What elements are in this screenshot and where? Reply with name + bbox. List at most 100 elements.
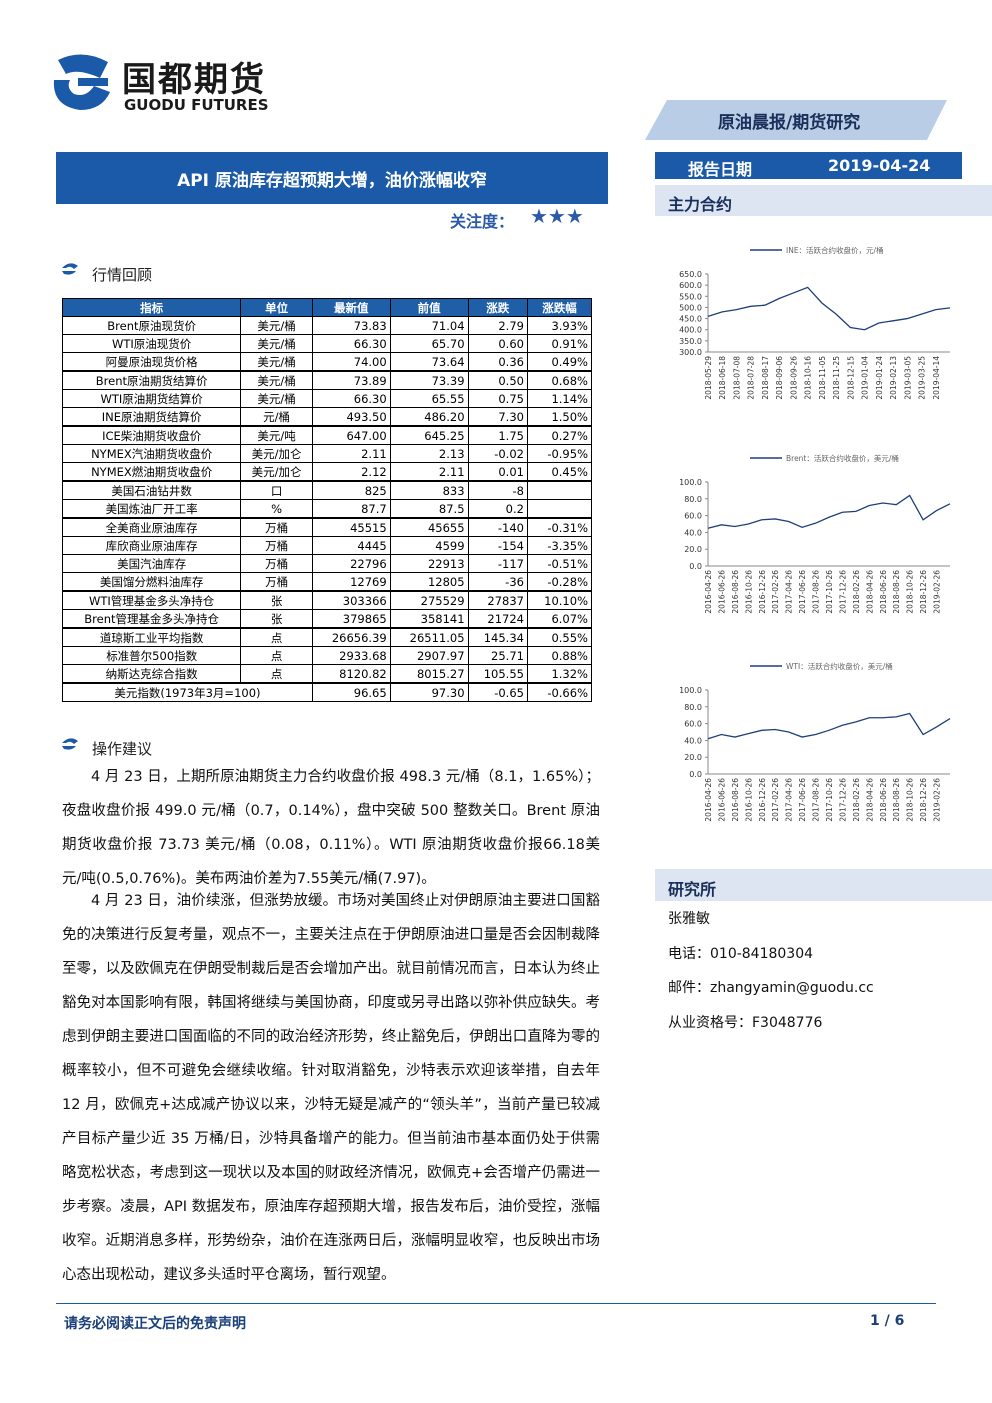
- logo-icon: [53, 54, 110, 110]
- table-row: 美国馏分燃料油库存 万桶 12769 12805 -36 -0.28%: [61, 572, 593, 592]
- x-tick-label: 2019-02-13: [889, 356, 898, 400]
- table-row: NYMEX燃油期货收盘价 美元/加仑 2.12 2.11 0.01 0.45%: [61, 462, 593, 482]
- table-cell: 0.45%: [526, 462, 593, 482]
- y-tick-label: 400.0: [679, 326, 702, 335]
- table-cell: 万桶: [240, 536, 313, 555]
- table-cell: 3.93%: [526, 316, 593, 335]
- table-cell: 美元/加仑: [240, 462, 313, 482]
- legend-label: INE：活跃合约收盘价，元/桶: [786, 245, 884, 255]
- x-tick-label: 2017-10-26: [825, 778, 834, 822]
- table-cell: 0.36: [467, 352, 528, 372]
- table-cell: -0.02: [467, 444, 528, 463]
- table-cell: 美元/桶: [240, 316, 313, 335]
- table-cell: 12805: [389, 572, 469, 592]
- x-tick-label: 2017-04-26: [785, 778, 794, 822]
- table-cell: 张: [240, 609, 313, 629]
- paragraph: 4 月 23 日，上期所原油期货主力合约收盘价报 498.3 元/桶（8.1，1…: [62, 769, 600, 887]
- y-tick-label: 60.0: [684, 720, 702, 729]
- chart: 0.0 20.0 40.0 60.0 80.0 100.0 2016-04-26 2016-0…: [679, 453, 951, 614]
- table-cell: 张: [240, 590, 313, 610]
- table-cell: INE原油期货结算价: [61, 407, 242, 427]
- contract-band: [655, 185, 992, 216]
- table-row: WTI原油期货结算价 美元/桶 66.30 65.55 0.75 1.14%: [61, 389, 593, 408]
- table-cell: 2907.97: [389, 646, 469, 665]
- table-cell: -0.65: [467, 682, 528, 702]
- table-cell: -3.35%: [526, 536, 593, 555]
- x-tick-label: 2019-03-05: [903, 356, 912, 400]
- x-tick-label: 2018-08-17: [761, 356, 770, 400]
- table-cell: 库欣商业原油库存: [61, 536, 242, 555]
- table-cell: 1.75: [467, 425, 528, 445]
- x-tick-label: 2016-12-26: [758, 778, 767, 822]
- table-cell: 0.01: [467, 462, 528, 482]
- x-tick-label: 2018-12-15: [846, 356, 855, 400]
- table-cell: 美国馏分燃料油库存: [61, 572, 242, 592]
- table-cell: 美元/桶: [240, 334, 313, 353]
- x-tick-label: 2018-02-26: [852, 570, 861, 614]
- table-cell: 万桶: [240, 517, 313, 537]
- table-cell: 8015.27: [389, 664, 469, 684]
- y-tick-label: 350.0: [679, 337, 702, 346]
- table-cell: Brent原油期货结算价: [61, 370, 242, 390]
- x-tick-label: 2019-01-24: [875, 356, 884, 400]
- x-tick-label: 2018-11-05: [818, 356, 827, 400]
- table-cell: 2.79: [467, 316, 528, 335]
- report-tag: 原油晨报/期货研究: [718, 113, 861, 133]
- x-tick-label: 2017-08-26: [812, 570, 821, 614]
- x-tick-label: 2017-02-26: [771, 778, 780, 822]
- table-cell: 0.91%: [526, 334, 593, 353]
- table-cell: 7.30: [467, 407, 528, 427]
- table-row: 标准普尔500指数点 2933.68 2907.97 25.71 0.88%: [61, 646, 593, 665]
- y-tick-label: 0.0: [689, 562, 702, 571]
- table-cell: 145.34: [467, 627, 528, 647]
- logo-cn: 国都期货: [122, 60, 266, 100]
- x-tick-label: 2018-09-06: [775, 356, 784, 400]
- table-cell: 2.12: [311, 462, 391, 482]
- table-cell: 22796: [311, 554, 391, 573]
- table-row: 纳斯达克综合指数点 8120.82 8015.27 105.55 1.32%: [61, 664, 593, 684]
- x-tick-label: 2016-06-26: [717, 570, 726, 614]
- table-cell: 493.50: [311, 407, 391, 427]
- x-tick-label: 2017-12-26: [838, 570, 847, 614]
- table-cell: 纳斯达克综合指数: [61, 664, 242, 684]
- x-tick-label: 2018-09-26: [789, 356, 798, 400]
- x-tick-label: 2018-05-29: [704, 356, 713, 400]
- table-cell: 87.5: [389, 499, 469, 519]
- x-tick-label: 2019-03-25: [918, 356, 927, 400]
- table-cell: 美元/桶: [240, 370, 313, 390]
- table-row: INE原油期货结算价 元/桶 493.50 486.20 7.30 1.50%: [61, 407, 593, 427]
- x-tick-label: 2016-10-26: [744, 778, 753, 822]
- table-row: 美国汽油库存 万桶 22796 22913 -117 -0.51%: [61, 554, 593, 573]
- analyst-name: 张雅敏: [668, 911, 710, 927]
- table-cell: 0.55%: [526, 627, 593, 647]
- table-row: WTI原油现货价 美元/桶 66.30 65.70 0.60 0.91%: [61, 334, 593, 353]
- title: API 原油库存超预期大增，油价涨幅收窄: [177, 171, 487, 191]
- y-tick-label: 650.0: [679, 270, 702, 279]
- table-cell: 口: [240, 480, 313, 500]
- x-tick-label: 2017-06-26: [798, 778, 807, 822]
- table-cell: -117: [467, 554, 528, 573]
- table-row: Brent原油期货结算价 美元/桶 73.89 73.39 0.50 0.68%: [61, 370, 593, 390]
- y-tick-label: 40.0: [684, 736, 702, 745]
- table-cell: 6.07%: [526, 609, 593, 629]
- table-cell: 73.39: [389, 370, 469, 390]
- y-tick-label: 20.0: [684, 753, 702, 762]
- table-cell: 美元/吨: [240, 425, 313, 445]
- x-tick-label: 2018-07-08: [732, 356, 741, 400]
- y-tick-label: 0.0: [689, 770, 702, 779]
- table-row: Brent管理基金多头净持仓张 379865 358141 21724 6.07%: [61, 609, 593, 629]
- disclaimer: 请务必阅读正文后的免责声明: [64, 1316, 246, 1332]
- table-cell: 833: [389, 480, 469, 500]
- paragraph: 4 月 23 日，油价续涨，但涨势放缓。市场对美国终止对伊朗原油主要进口国豁免的…: [62, 893, 600, 1283]
- x-tick-label: 2018-06-26: [879, 778, 888, 822]
- y-tick-label: 80.0: [684, 703, 702, 712]
- table-header-row: 指标 单位 最新值 前值 涨跌 涨跌幅: [61, 298, 593, 317]
- x-tick-label: 2018-10-16: [804, 356, 813, 400]
- table-cell: 73.83: [311, 316, 391, 335]
- table-cell: -0.51%: [526, 554, 593, 573]
- x-tick-label: 2016-12-26: [758, 570, 767, 614]
- table-cell: NYMEX汽油期货收盘价: [61, 444, 242, 463]
- table-cell: 美国汽油库存: [61, 554, 242, 573]
- table-cell: 645.25: [389, 425, 469, 445]
- table-cell: 65.70: [389, 334, 469, 353]
